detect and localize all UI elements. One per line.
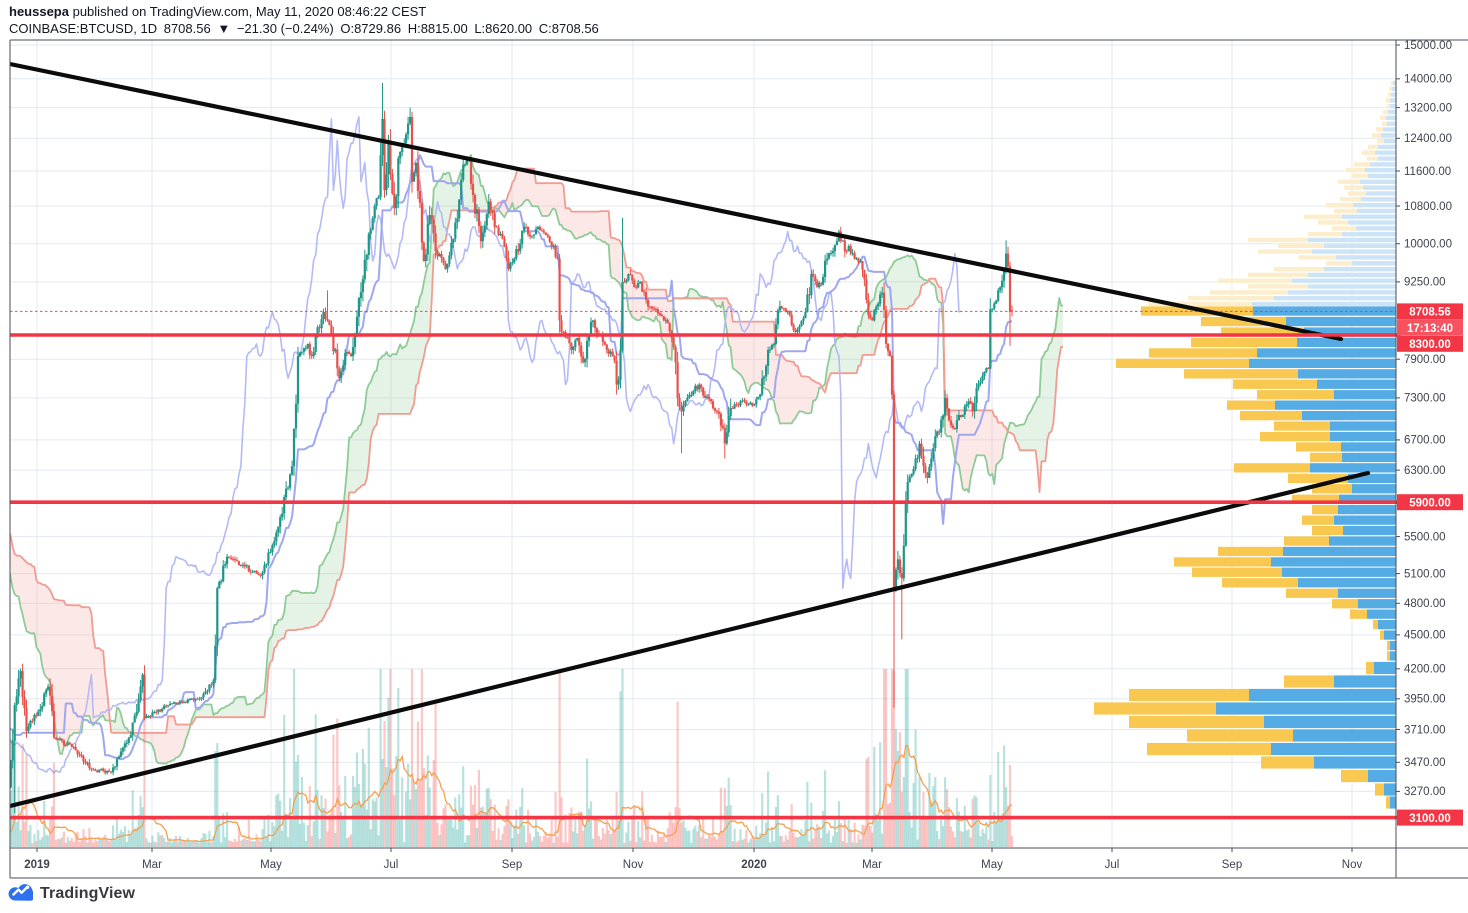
price-tick-label: 7300.00 [1404, 393, 1446, 405]
tradingview-logo-icon [8, 880, 36, 908]
candlestick-series [10, 83, 1014, 814]
volume-histogram [10, 669, 1014, 847]
time-tick-label: Jul [1105, 859, 1120, 871]
time-tick-label: 2019 [24, 859, 50, 871]
time-tick-label: May [260, 859, 282, 871]
time-tick-label: Sep [1222, 859, 1242, 871]
price-tick-label: 9250.00 [1404, 277, 1446, 289]
price-tick-label: 10000.00 [1404, 239, 1452, 251]
time-axis[interactable]: 2019 Mar May Jul Sep Nov 2020 Mar May Jul Sep Nov [24, 848, 1362, 871]
price-tick-label: 3710.00 [1404, 724, 1446, 736]
ichimoku-cloud [10, 154, 1064, 765]
last-price-label: 8708.56 [1397, 303, 1463, 320]
direction-down-icon: ▼ [217, 21, 231, 36]
level-label-8300: 8300.00 [1397, 335, 1463, 352]
close-value: 8708.56 [551, 21, 599, 36]
price-tick-label: 3470.00 [1404, 757, 1446, 769]
close-label: C: [538, 21, 552, 36]
high-value: 8815.00 [420, 21, 468, 36]
price-tick-label: 4800.00 [1404, 598, 1446, 610]
time-tick-label: Sep [502, 859, 522, 871]
svg-text:8708.56: 8708.56 [1409, 307, 1451, 319]
price-tick-label: 5500.00 [1404, 531, 1446, 543]
svg-text:3100.00: 3100.00 [1409, 813, 1451, 825]
symbol-info-row: COINBASE:BTCUSD, 1D 8708.56 ▼ −21.30 (−0… [9, 20, 602, 37]
price-tick-label: 5100.00 [1404, 568, 1446, 580]
trendline-lower-ascending[interactable] [10, 470, 1371, 809]
price-tick-label: 6700.00 [1404, 435, 1446, 447]
svg-text:17:13:40: 17:13:40 [1407, 323, 1453, 335]
low-value: 8620.00 [485, 21, 533, 36]
time-tick-label: Nov [623, 859, 644, 871]
price-tick-label: 6300.00 [1404, 465, 1446, 477]
time-tick-label: May [981, 859, 1003, 871]
price-tick-label: 7900.00 [1404, 354, 1446, 366]
price-tick-label: 12400.00 [1404, 133, 1452, 145]
publish-text: published on TradingView.com, May 11, 20… [68, 4, 427, 19]
price-axis[interactable]: 15000.00 14000.00 13200.00 12400.00 11600.00… [1396, 40, 1463, 826]
open-value: 8729.86 [354, 21, 402, 36]
tradingview-logo-text: TradingView [40, 885, 136, 902]
price-tick-label: 4500.00 [1404, 630, 1446, 642]
price-tick-label: 10800.00 [1404, 201, 1452, 213]
price-tick-label: 13200.00 [1404, 102, 1452, 114]
time-tick-label: Nov [1342, 859, 1363, 871]
volume-profile-mid [1116, 306, 1396, 661]
low-label: L: [474, 21, 486, 36]
price-tick-label: 11600.00 [1404, 166, 1451, 178]
time-tick-label: Mar [142, 859, 162, 871]
price-tick-label: 3270.00 [1404, 786, 1446, 798]
price-tick-label: 15000.00 [1404, 40, 1452, 52]
high-label: H: [407, 21, 421, 36]
ichimoku-kijun-line [10, 154, 1012, 761]
open-label: O: [340, 21, 355, 36]
svg-text:5900.00: 5900.00 [1409, 497, 1451, 509]
volume-profile-low [1094, 661, 1396, 809]
level-label-5900: 5900.00 [1397, 494, 1463, 511]
header-last-price: 8708.56 [163, 21, 211, 36]
bar-countdown-label: 17:13:40 [1397, 319, 1463, 336]
time-tick-label: Jul [384, 859, 399, 871]
volume-profile-above-price [1148, 80, 1396, 307]
symbol-label[interactable]: COINBASE:BTCUSD, 1D [9, 21, 158, 36]
svg-text:8300.00: 8300.00 [1409, 339, 1451, 351]
price-change: −21.30 (−0.24%) [236, 21, 334, 36]
level-label-3100: 3100.00 [1397, 809, 1463, 826]
publish-info: heussepa published on TradingView.com, M… [9, 3, 426, 20]
volume-ma-line [10, 745, 1013, 843]
price-tick-label: 4200.00 [1404, 664, 1446, 676]
time-tick-label: 2020 [741, 859, 767, 871]
chart-frame [9, 39, 1468, 879]
author-name: heussepa [9, 4, 69, 19]
ichimoku-span-a-line [10, 154, 1064, 765]
tradingview-branding[interactable]: TradingView [8, 880, 135, 908]
trendline-upper-descending[interactable] [10, 61, 1344, 342]
price-tick-label: 14000.00 [1404, 74, 1452, 86]
time-tick-label: Mar [862, 859, 882, 871]
price-tick-label: 3950.00 [1404, 694, 1446, 706]
